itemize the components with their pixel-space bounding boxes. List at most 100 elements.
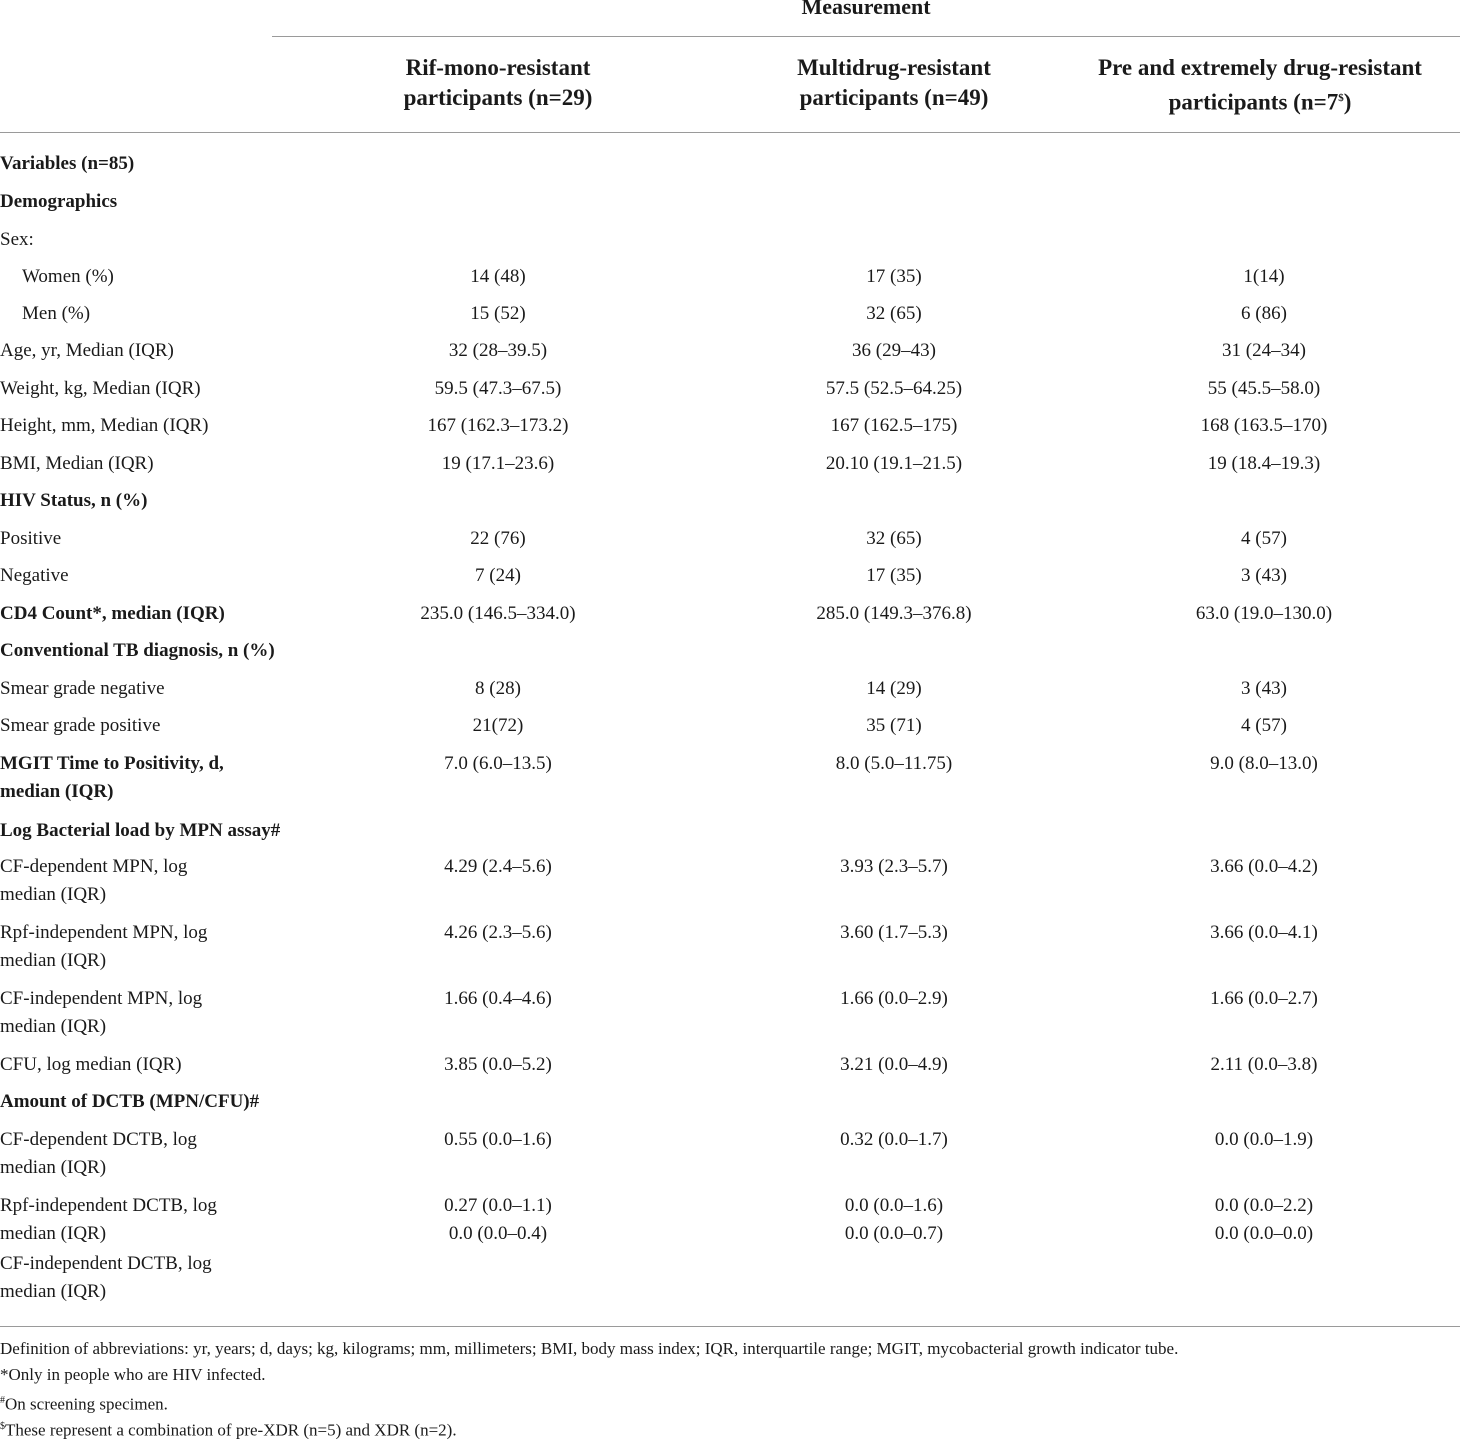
- cell-value: 4 (57): [1241, 528, 1287, 549]
- cell-value: 3 (43): [1241, 678, 1287, 699]
- row-label: Conventional TB diagnosis, n (%): [0, 640, 275, 661]
- footnote-text: *Only in people who are HIV infected.: [0, 1365, 266, 1384]
- cell-value: 1(14): [1243, 266, 1285, 287]
- cell-value: 0.32 (0.0–1.7): [840, 1129, 948, 1150]
- footnote-text: Definition of abbreviations: yr, years; …: [0, 1339, 1179, 1358]
- row-label-line: median (IQR): [0, 884, 107, 905]
- header-divider: [272, 36, 1460, 37]
- cell-value: 8.0 (5.0–11.75): [835, 753, 953, 774]
- row-label: CFU, log median (IQR): [0, 1054, 182, 1075]
- header-bottom-rule: [0, 132, 1460, 133]
- row-label: Women (%): [22, 266, 114, 287]
- cell-value: 20.10 (19.1–21.5): [825, 453, 963, 474]
- cell-value: 14 (48): [470, 266, 526, 287]
- cell-value: 3.93 (2.3–5.7): [840, 856, 948, 877]
- cell-value: 32 (65): [866, 528, 922, 549]
- cell-value: 2.11 (0.0–3.8): [1210, 1054, 1318, 1075]
- row-label-line: median (IQR): [0, 1223, 107, 1244]
- column-header-rif-mono: Rif-mono-resistant participants (n=29): [300, 53, 696, 113]
- row-label-line: median (IQR): [0, 781, 114, 802]
- column-header-line: participants (n=29): [403, 85, 593, 110]
- row-label: CF-dependent MPN, log median (IQR): [0, 853, 187, 909]
- row-label-line: median (IQR): [0, 1016, 107, 1037]
- cell-value-line: 0.0 (0.0–0.0): [1214, 1223, 1314, 1244]
- cell-value: 7 (24): [475, 565, 521, 586]
- footnote: *Only in people who are HIV infected.: [0, 1362, 1460, 1388]
- row-label: Sex:: [0, 229, 34, 250]
- row-label: Demographics: [0, 191, 118, 212]
- cell-value: 17 (35): [866, 565, 922, 586]
- cell-value: 63.0 (19.0–130.0): [1195, 603, 1333, 624]
- footnote-text: These represent a combination of pre-XDR…: [5, 1420, 457, 1440]
- cell-value: 3.21 (0.0–4.9): [840, 1054, 948, 1075]
- cell-value: 55 (45.5–58.0): [1207, 378, 1321, 399]
- cell-value-line: 0.0 (0.0–0.4): [448, 1223, 548, 1244]
- cell-value: 168 (163.5–170): [1200, 415, 1328, 436]
- cell-value: 1.66 (0.4–4.6): [444, 988, 552, 1009]
- column-header-line: Multidrug-resistant: [797, 55, 991, 80]
- row-label: Log Bacterial load by MPN assay#: [0, 820, 281, 841]
- row-label: Weight, kg, Median (IQR): [0, 378, 201, 399]
- row-label: BMI, Median (IQR): [0, 453, 154, 474]
- row-label-line: median (IQR): [0, 1157, 107, 1178]
- cell-value: 0.0 (0.0–1.6) 0.0 (0.0–0.7): [696, 1192, 1092, 1248]
- cell-value: 57.5 (52.5–64.25): [825, 378, 963, 399]
- column-header-pre-extreme: Pre and extremely drug-resistant partici…: [1060, 53, 1460, 118]
- row-label: Smear grade positive: [0, 715, 161, 736]
- row-label: CF-independent MPN, log median (IQR): [0, 985, 202, 1041]
- cell-value: 3.85 (0.0–5.2): [444, 1054, 552, 1075]
- row-label: HIV Status, n (%): [0, 490, 148, 511]
- footnote: #On screening specimen.: [0, 1388, 1460, 1418]
- cell-value: 3 (43): [1241, 565, 1287, 586]
- table-bottom-rule: [0, 1326, 1460, 1327]
- cell-value: 0.27 (0.0–1.1) 0.0 (0.0–0.4): [300, 1192, 696, 1248]
- cell-value: 167 (162.5–175): [830, 415, 958, 436]
- column-header-text: ): [1343, 89, 1352, 115]
- row-label-line: CF-independent MPN, log: [0, 988, 203, 1009]
- row-label: Men (%): [22, 303, 91, 324]
- cell-value: 19 (18.4–19.3): [1207, 453, 1321, 474]
- cell-value: 1.66 (0.0–2.7): [1210, 988, 1318, 1009]
- cell-value: 4.26 (2.3–5.6): [444, 922, 552, 943]
- row-label-line: Rpf-independent MPN, log: [0, 922, 208, 943]
- cell-value: 3.60 (1.7–5.3): [840, 922, 948, 943]
- cell-value-line: 0.27 (0.0–1.1): [444, 1195, 552, 1216]
- cell-value: 15 (52): [470, 303, 526, 324]
- row-label-line: CF-independent DCTB, log: [0, 1253, 212, 1274]
- row-label: CF-dependent DCTB, log median (IQR): [0, 1126, 197, 1182]
- cell-value: 8 (28): [475, 678, 521, 699]
- footnote-mark: $: [0, 1421, 5, 1432]
- cell-value: 14 (29): [866, 678, 922, 699]
- row-label: Negative: [0, 565, 69, 586]
- cell-value: 19 (17.1–23.6): [441, 453, 555, 474]
- row-label-line: MGIT Time to Positivity, d,: [0, 753, 224, 774]
- row-label: CF-independent DCTB, log median (IQR): [0, 1250, 212, 1306]
- cell-value: 21(72): [472, 715, 524, 736]
- footnote: Definition of abbreviations: yr, years; …: [0, 1336, 1460, 1362]
- footnote-text: On screening specimen.: [5, 1394, 168, 1414]
- column-header-line: participants (n=7$): [1060, 83, 1460, 118]
- cell-value: 4 (57): [1241, 715, 1287, 736]
- row-label-line: median (IQR): [0, 950, 107, 971]
- cell-value: 0.55 (0.0–1.6): [444, 1129, 552, 1150]
- cell-value: 32 (28–39.5): [448, 340, 548, 361]
- cell-value: 1.66 (0.0–2.9): [840, 988, 948, 1009]
- cell-value: 3.66 (0.0–4.2): [1210, 856, 1318, 877]
- cell-value: 0.0 (0.0–1.9): [1214, 1129, 1314, 1150]
- row-label: Age, yr, Median (IQR): [0, 340, 174, 361]
- cell-value: 167 (162.3–173.2): [427, 415, 569, 436]
- cell-value: 59.5 (47.3–67.5): [434, 378, 562, 399]
- cell-value: 31 (24–34): [1222, 340, 1306, 361]
- cell-value: 35 (71): [866, 715, 922, 736]
- column-header-text: participants (n=7: [1168, 89, 1339, 115]
- cell-value: 32 (65): [866, 303, 922, 324]
- row-label-line: median (IQR): [0, 1281, 107, 1302]
- row-label: Rpf-independent MPN, log median (IQR): [0, 919, 207, 975]
- cell-value: 22 (76): [470, 528, 526, 549]
- row-label-line: CF-dependent MPN, log: [0, 856, 188, 877]
- column-header-line: participants (n=49): [799, 85, 989, 110]
- cell-value: 0.0 (0.0–2.2) 0.0 (0.0–0.0): [1068, 1192, 1460, 1248]
- row-label: Rpf-independent DCTB, log median (IQR): [0, 1192, 217, 1248]
- row-label: Smear grade negative: [0, 678, 165, 699]
- column-header-multidrug: Multidrug-resistant participants (n=49): [696, 53, 1092, 113]
